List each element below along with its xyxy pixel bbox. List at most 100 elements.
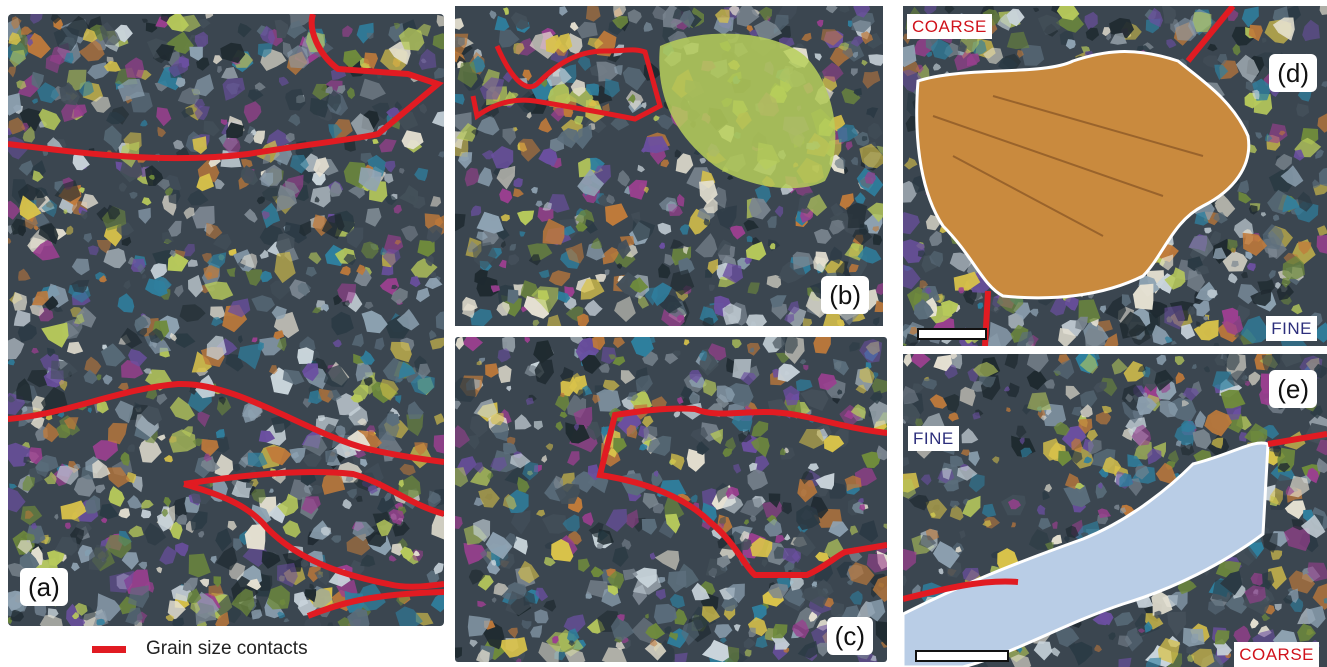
mineral-grain — [960, 449, 971, 456]
mineral-grain — [1245, 251, 1253, 260]
mineral-grain — [100, 517, 108, 524]
contact-line-e-2 — [1267, 431, 1327, 447]
mineral-grain — [123, 279, 131, 290]
mineral-grain — [128, 585, 149, 608]
mineral-grain — [1207, 598, 1226, 615]
mineral-grain — [71, 612, 79, 620]
mineral-grain — [43, 422, 59, 443]
mineral-grain — [517, 210, 535, 226]
mineral-grain — [815, 473, 835, 490]
mineral-grain — [813, 256, 826, 273]
mineral-grain — [1237, 180, 1250, 194]
mineral-grain — [801, 471, 814, 485]
contact-line-d-1 — [1185, 6, 1236, 63]
mineral-grain — [643, 21, 653, 32]
mineral-grain — [1317, 113, 1327, 133]
mineral-grain — [1313, 322, 1327, 343]
mineral-grain — [424, 277, 443, 290]
mineral-grain — [102, 374, 113, 385]
mineral-grain — [855, 384, 867, 394]
mineral-grain — [260, 172, 274, 187]
mineral-grain — [1264, 579, 1272, 586]
mineral-grain — [1033, 641, 1053, 661]
mineral-grain — [1058, 450, 1072, 467]
mineral-grain — [1010, 654, 1032, 667]
mineral-grain — [1026, 370, 1047, 390]
mineral-grain — [876, 445, 887, 461]
mineral-grain — [168, 220, 182, 237]
mineral-grain — [1297, 241, 1312, 255]
mineral-grain — [644, 639, 667, 661]
mineral-grain — [114, 400, 134, 424]
mineral-grain — [1175, 372, 1185, 385]
mineral-grain — [22, 126, 35, 143]
mineral-grain — [531, 186, 538, 194]
mineral-grain — [654, 550, 680, 571]
mineral-grain — [677, 193, 685, 207]
mineral-grain — [490, 412, 504, 426]
mineral-grain — [528, 254, 541, 266]
mineral-grain — [325, 89, 341, 112]
mineral-grain — [607, 570, 624, 590]
mineral-grain — [1154, 610, 1162, 619]
mineral-grain — [921, 254, 938, 273]
panel-b-texture — [455, 6, 883, 326]
mineral-grain — [783, 588, 806, 607]
mineral-grain — [161, 508, 168, 517]
mineral-grain — [432, 111, 444, 127]
mineral-grain — [1114, 612, 1134, 627]
mineral-grain — [227, 298, 251, 318]
mineral-grain — [1006, 382, 1020, 398]
mineral-grain — [208, 584, 224, 597]
mineral-grain — [353, 353, 366, 366]
mineral-grain — [356, 22, 374, 44]
mineral-grain — [689, 369, 702, 384]
mineral-grain — [139, 436, 162, 463]
mineral-grain — [668, 632, 678, 641]
mineral-grain — [610, 616, 635, 641]
mineral-grain — [1171, 340, 1177, 345]
mineral-grain — [141, 18, 148, 23]
mineral-grain — [972, 361, 999, 378]
mineral-grain — [16, 378, 33, 402]
mineral-grain — [664, 626, 672, 634]
mineral-grain — [276, 184, 297, 212]
mineral-grain — [233, 538, 243, 551]
mineral-grain — [991, 456, 1000, 464]
mineral-grain — [725, 486, 740, 500]
mineral-grain — [516, 658, 522, 662]
mineral-grain — [859, 520, 879, 543]
mineral-grain — [497, 348, 511, 363]
mineral-grain — [9, 49, 26, 68]
mineral-grain — [517, 476, 530, 493]
mineral-grain — [352, 521, 375, 542]
mineral-grain — [981, 503, 997, 518]
mineral-grain — [398, 475, 421, 499]
mineral-grain — [467, 615, 491, 637]
mineral-grain — [585, 6, 601, 22]
mineral-grain — [519, 231, 526, 237]
mineral-grain — [1278, 130, 1286, 136]
mineral-grain — [141, 499, 154, 509]
mineral-grain — [71, 258, 90, 276]
mineral-grain — [430, 272, 437, 278]
mineral-grain — [602, 247, 620, 265]
mineral-grain — [627, 94, 636, 104]
mineral-grain — [302, 363, 319, 382]
mineral-grain — [491, 597, 497, 603]
mineral-grain — [537, 207, 554, 222]
mineral-grain — [1166, 39, 1177, 49]
mineral-grain — [425, 255, 434, 267]
mineral-grain — [870, 655, 877, 662]
mineral-grain — [553, 475, 564, 490]
mineral-grain — [525, 397, 534, 405]
mineral-grain — [542, 202, 552, 211]
mineral-grain — [337, 283, 357, 304]
mineral-grain — [1052, 359, 1075, 380]
mineral-grain — [725, 583, 745, 604]
mineral-grain — [833, 358, 849, 376]
mineral-grain — [491, 559, 497, 566]
mineral-grain — [35, 460, 50, 478]
mineral-grain — [799, 359, 807, 365]
mineral-grain — [601, 647, 627, 662]
